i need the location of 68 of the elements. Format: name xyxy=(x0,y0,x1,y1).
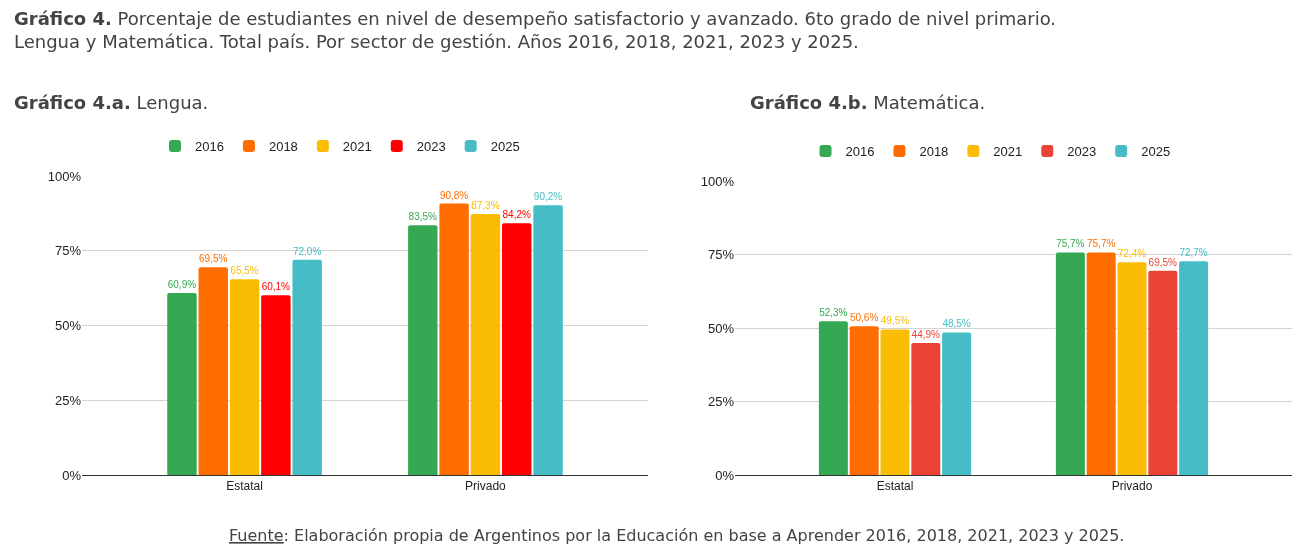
bar xyxy=(1055,252,1085,475)
y-tick-label: 75% xyxy=(54,243,82,259)
data-label: 83,5% xyxy=(408,211,438,223)
data-label: 65,5% xyxy=(230,265,259,277)
data-label: 72,0% xyxy=(292,245,322,257)
legend-label: 2016 xyxy=(195,139,224,155)
bar xyxy=(167,292,197,475)
chart-title: Gráfico 4.b. Matemática. xyxy=(750,92,986,113)
x-tick-label: Privado xyxy=(465,479,507,494)
data-label: 50,6% xyxy=(849,312,879,324)
bar xyxy=(408,225,438,475)
bar xyxy=(818,321,848,475)
y-tick-label: 50% xyxy=(54,318,82,334)
x-tick-label: Estatal xyxy=(226,479,263,494)
x-tick-label: Privado xyxy=(1111,479,1153,494)
legend-label: 2018 xyxy=(919,144,949,160)
data-label: 69,5% xyxy=(1148,256,1178,268)
bar xyxy=(533,205,563,475)
bar xyxy=(1117,262,1147,475)
bar xyxy=(261,295,291,475)
data-label: 48,5% xyxy=(942,318,971,330)
data-label: 60,1% xyxy=(261,281,291,293)
bar xyxy=(880,329,910,475)
data-label: 75,7% xyxy=(1056,238,1085,250)
legend-label: 2021 xyxy=(342,139,372,155)
chart-subtitle: Gráfico 4.a. Lengua. xyxy=(14,92,209,113)
legend-label: 2023 xyxy=(416,139,446,155)
y-tick-label: 0% xyxy=(62,467,82,483)
legend-label: 2023 xyxy=(1067,144,1097,160)
y-tick-label: 25% xyxy=(54,392,82,408)
data-label: 60,9% xyxy=(167,278,197,290)
data-label: 44,9% xyxy=(911,328,941,340)
bar xyxy=(439,203,469,475)
data-label: 52,3% xyxy=(819,307,848,319)
bar xyxy=(292,259,322,475)
data-label: 90,8% xyxy=(439,189,469,201)
chart-title: Gráfico 4. Porcentaje de estudiantes en nivel de desempeño satisfactorio y avanzado. 6to grado de nivel primario. Lengua y Matemática. Total país. Por sector de gestión. Años 2016, 2018, 2021, 2023 y 2025. xyxy=(14,8,1057,53)
legend-label: 2025 xyxy=(490,139,520,155)
legend-label: 2021 xyxy=(993,144,1023,160)
y-tick-label: 100% xyxy=(700,173,735,189)
bar xyxy=(502,223,532,475)
legend-label: 2018 xyxy=(268,139,298,155)
data-label: 87,3% xyxy=(471,199,500,211)
y-tick-label: 75% xyxy=(707,247,735,263)
legend-label: 2016 xyxy=(845,144,875,160)
bar xyxy=(911,342,941,475)
legend-label: 2025 xyxy=(1141,144,1171,160)
data-label: 90,2% xyxy=(533,191,563,203)
bar xyxy=(1179,261,1209,475)
source-note: Fuente: Elaboración propia de Argentinos por la Educación en base a Aprender 2016, 2018, 2021, 2023 y 2025. xyxy=(229,526,1125,545)
data-label: 75,7% xyxy=(1086,238,1116,250)
data-label: 72,7% xyxy=(1179,247,1208,259)
bar xyxy=(1086,252,1116,475)
bar xyxy=(470,213,501,475)
bar xyxy=(198,267,228,475)
y-tick-label: 100% xyxy=(47,168,82,184)
bar xyxy=(1148,270,1178,475)
data-label: 69,5% xyxy=(199,253,228,265)
bar xyxy=(942,332,972,475)
y-tick-label: 0% xyxy=(715,467,735,483)
bar xyxy=(849,326,879,475)
y-tick-label: 50% xyxy=(707,320,735,336)
x-tick-label: Estatal xyxy=(876,479,914,494)
data-label: 49,5% xyxy=(880,315,910,327)
data-label: 72,4% xyxy=(1117,248,1147,260)
y-tick-label: 25% xyxy=(707,394,735,410)
bar xyxy=(229,279,260,475)
data-label: 84,2% xyxy=(502,209,531,221)
